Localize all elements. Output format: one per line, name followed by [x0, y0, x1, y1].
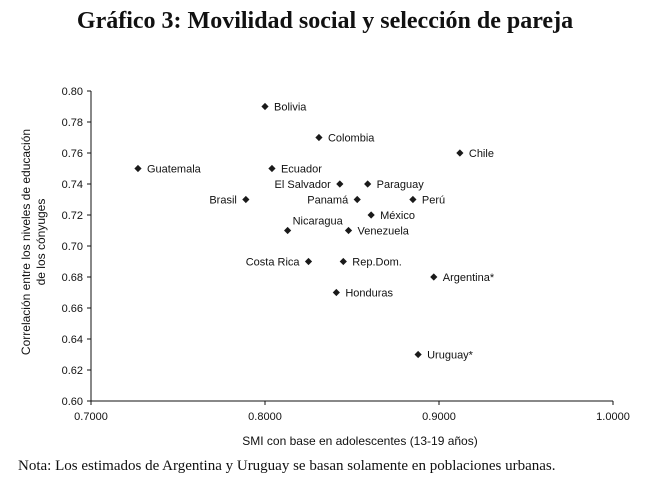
- y-tick-label: 0.60: [62, 396, 83, 408]
- data-point-marker: [409, 195, 417, 204]
- data-point-marker: [353, 195, 361, 204]
- data-point-label: Venezuela: [358, 226, 410, 238]
- data-point-label: Argentina*: [443, 272, 495, 284]
- data-point-label: Panamá: [307, 195, 349, 207]
- data-point-label: Bolivia: [274, 102, 307, 114]
- data-point-label: Ecuador: [281, 164, 322, 176]
- data-point-label: Paraguay: [377, 179, 425, 191]
- data-point-marker: [414, 350, 422, 359]
- data-point-label: Rep.Dom.: [352, 257, 402, 269]
- y-axis-label-line: de los cónyuges: [34, 199, 48, 286]
- y-tick-label: 0.68: [62, 272, 83, 284]
- data-point-marker: [456, 149, 464, 157]
- y-tick-label: 0.72: [62, 210, 83, 222]
- data-point-marker: [336, 180, 344, 188]
- data-point-label: Brasil: [209, 195, 237, 207]
- data-point-label: Costa Rica: [246, 257, 301, 269]
- data-point-label: Honduras: [345, 288, 393, 300]
- data-point-marker: [268, 164, 276, 173]
- chart-title: Gráfico 3: Movilidad social y selección …: [76, 8, 574, 34]
- y-tick-label: 0.62: [62, 365, 83, 377]
- x-tick-label: 1.0000: [596, 411, 630, 423]
- y-axis-label-line: Correlación entre los niveles de educaci…: [19, 129, 33, 355]
- data-point-label: México: [380, 210, 415, 222]
- data-point-marker: [242, 195, 250, 204]
- data-point-label: Chile: [469, 148, 494, 160]
- data-point-marker: [364, 180, 372, 188]
- data-point-marker: [261, 102, 269, 111]
- data-point-marker: [367, 211, 375, 219]
- y-tick-label: 0.78: [62, 117, 83, 129]
- y-tick-label: 0.64: [62, 334, 83, 346]
- footnote: Nota: Los estimados de Argentina y Urugu…: [18, 458, 556, 474]
- data-point-marker: [134, 164, 142, 173]
- y-axis-label: Correlación entre los niveles de educaci…: [19, 129, 48, 355]
- data-points: Bolivia Colombia Chile Guatemala Ecuador El S…: [134, 102, 495, 362]
- y-tick-label: 0.70: [62, 241, 83, 253]
- x-axis-ticks: 0.7000 0.8000 0.9000 1.0000: [74, 401, 630, 423]
- data-point-marker: [430, 273, 438, 281]
- data-point-marker: [344, 226, 353, 235]
- data-point-label: Perú: [422, 195, 445, 207]
- y-tick-label: 0.66: [62, 303, 83, 315]
- data-point-marker: [332, 288, 340, 297]
- data-point-marker: [304, 257, 313, 266]
- data-point-label: Guatemala: [147, 164, 202, 176]
- x-axis-label: SMI con base en adolescentes (13-19 años…: [242, 434, 477, 448]
- y-tick-label: 0.74: [62, 179, 83, 191]
- data-point-marker: [339, 257, 347, 266]
- data-point-label: Nicaragua: [293, 216, 344, 228]
- data-point-label: Colombia: [328, 133, 375, 145]
- y-tick-label: 0.80: [62, 86, 83, 98]
- x-tick-label: 0.9000: [422, 411, 456, 423]
- scatter-chart: 0.60 0.62 0.64 0.66 0.68 0.70 0.72 0.74 0.76 0.78…: [19, 86, 630, 448]
- data-point-label: Uruguay*: [427, 350, 474, 362]
- data-point-label: El Salvador: [275, 179, 332, 191]
- y-axis-ticks: 0.60 0.62 0.64 0.66 0.68 0.70 0.72 0.74 0.76 0.78…: [62, 86, 91, 408]
- x-tick-label: 0.8000: [248, 411, 282, 423]
- data-point-marker: [284, 226, 292, 235]
- y-tick-label: 0.76: [62, 148, 83, 160]
- x-tick-label: 0.7000: [74, 411, 108, 423]
- data-point-marker: [315, 133, 323, 142]
